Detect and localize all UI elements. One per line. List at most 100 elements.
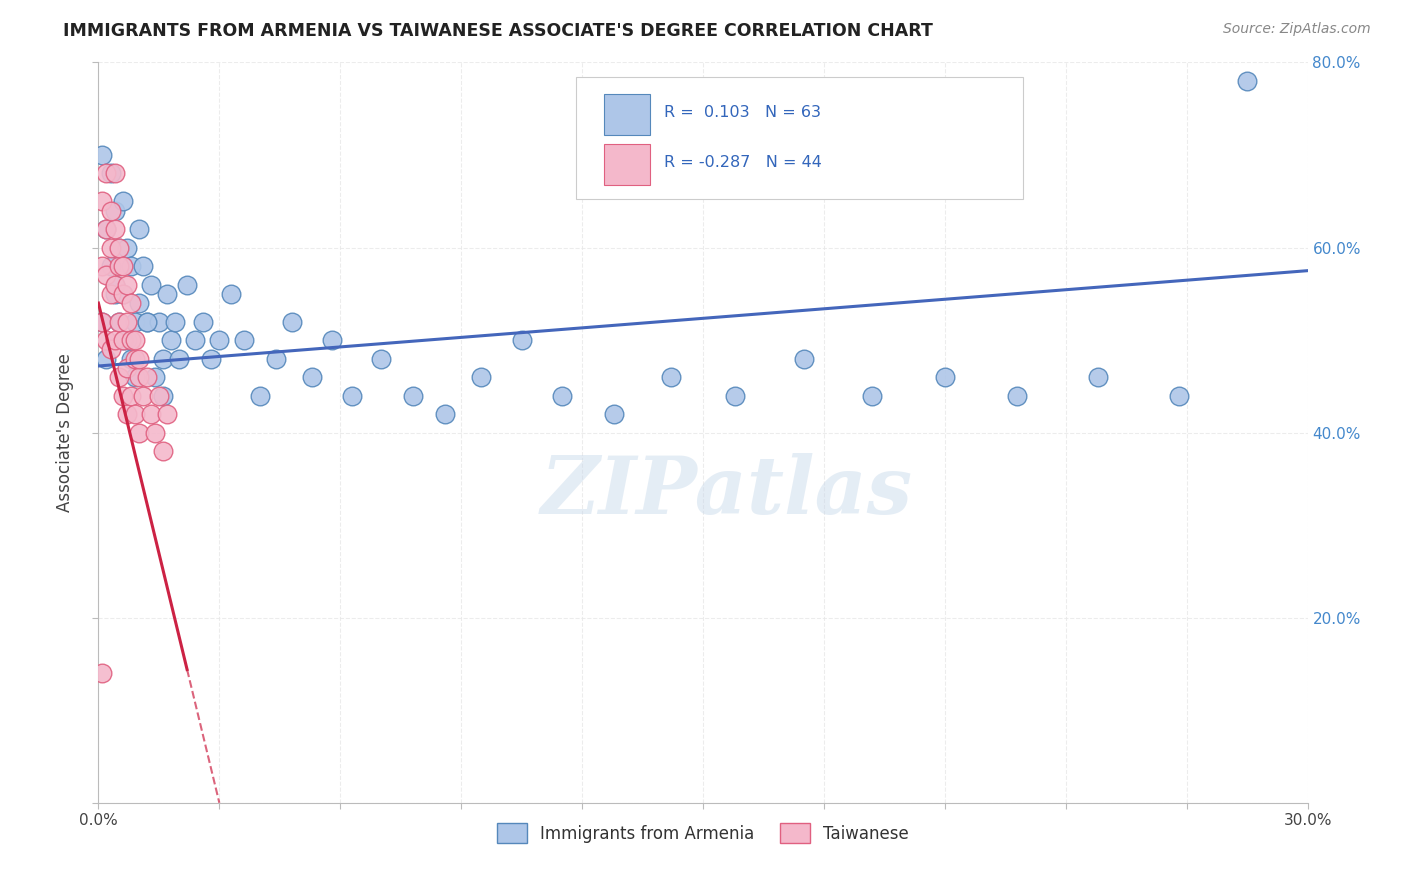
Point [115,360,138,375]
Point [103,286,125,301]
Point [103,203,125,218]
Point [124,351,146,366]
Point [103,277,125,292]
Point [321,333,343,347]
Point [370,351,392,366]
Point [470,370,492,384]
Point [160,333,183,347]
Point [91,259,114,273]
Point [120,259,142,273]
Point [115,333,138,347]
Point [152,351,174,366]
Point [115,407,138,421]
Point [100,203,122,218]
Text: Source: ZipAtlas.com: Source: ZipAtlas.com [1223,22,1371,37]
Point [135,370,157,384]
Point [139,277,162,292]
Point [107,240,129,255]
Point [135,314,157,328]
Point [91,666,114,681]
Point [103,333,125,347]
Point [111,333,134,347]
Point [96,268,118,283]
Point [115,277,138,292]
Point [120,296,142,310]
Point [301,370,323,384]
Point [128,351,150,366]
Point [551,388,574,402]
Point [124,407,146,421]
Point [91,148,114,162]
Point [100,166,122,180]
Point [184,333,207,347]
Text: ZIPatlas: ZIPatlas [541,453,914,531]
Point [107,314,129,328]
Point [107,370,129,384]
Point [152,444,174,458]
Point [128,425,150,440]
Point [281,314,304,328]
Point [96,333,118,347]
Point [103,166,125,180]
Point [139,407,162,421]
Point [91,314,114,328]
Point [167,351,190,366]
Point [111,333,134,347]
Point [860,388,883,402]
Point [100,286,122,301]
Point [1087,370,1109,384]
Point [120,388,142,402]
Point [91,194,114,209]
Point [120,333,142,347]
Text: IMMIGRANTS FROM ARMENIA VS TAIWANESE ASSOCIATE'S DEGREE CORRELATION CHART: IMMIGRANTS FROM ARMENIA VS TAIWANESE ASS… [63,22,934,40]
Point [107,314,129,328]
Point [135,314,157,328]
Point [128,296,150,310]
Point [724,388,747,402]
Point [232,333,254,347]
Text: R =  0.103   N = 63: R = 0.103 N = 63 [664,105,821,120]
Point [156,286,179,301]
Point [148,314,170,328]
Point [100,240,122,255]
Point [176,277,198,292]
Point [143,425,166,440]
Point [96,222,118,236]
Point [103,277,125,292]
Point [111,194,134,209]
Point [111,286,134,301]
Point [342,388,364,402]
Point [128,370,150,384]
FancyBboxPatch shape [576,78,1024,200]
Point [143,370,166,384]
Point [96,222,118,236]
Bar [603,95,650,135]
Point [249,388,271,402]
Point [603,407,626,421]
Point [115,240,138,255]
Point [510,333,533,347]
Point [124,314,146,328]
Point [111,286,134,301]
Point [221,286,243,301]
Point [96,166,118,180]
Point [100,343,122,357]
Point [659,370,682,384]
Text: R = -0.287   N = 44: R = -0.287 N = 44 [664,155,823,169]
Point [120,351,142,366]
Point [124,370,146,384]
Point [793,351,815,366]
Point [148,388,170,402]
Point [111,388,134,402]
Point [100,259,122,273]
Point [934,370,956,384]
Point [107,259,129,273]
Point [264,351,287,366]
Legend: Immigrants from Armenia, Taiwanese: Immigrants from Armenia, Taiwanese [491,816,915,850]
Y-axis label: Associate's Degree: Associate's Degree [56,353,75,512]
Point [128,222,150,236]
Point [193,314,215,328]
Point [1167,388,1189,402]
Point [152,388,174,402]
Point [132,259,155,273]
